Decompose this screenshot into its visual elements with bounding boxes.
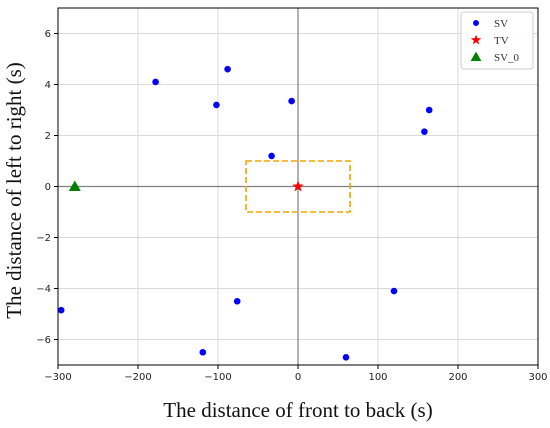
point-sv: [224, 65, 231, 73]
point-sv: [342, 354, 350, 361]
x-tick-label: 200: [448, 372, 467, 383]
point-sv-0: [68, 180, 81, 191]
point-sv: [57, 306, 65, 314]
point-sv: [233, 297, 241, 305]
y-tick-label: −4: [36, 284, 51, 295]
point-sv: [213, 101, 220, 109]
data-points: [57, 65, 433, 361]
y-axis-title: The distance of left to right (s): [2, 62, 26, 319]
point-sv: [425, 106, 433, 114]
axis-ticks: −300 −200 −100 0 100 200 300 −6 −4 −2 0 2 4 6: [36, 29, 547, 383]
y-tick-label: 6: [45, 29, 51, 40]
point-sv: [421, 128, 428, 135]
point-sv: [288, 97, 295, 105]
x-tick-label: −300: [44, 372, 71, 383]
legend-label: TV: [494, 35, 509, 47]
x-tick-label: 300: [528, 372, 547, 383]
y-tick-label: 4: [45, 80, 51, 91]
point-tv: [292, 180, 304, 192]
legend-marker-tv: [470, 34, 482, 45]
point-sv: [152, 78, 159, 86]
x-tick-label: 100: [368, 372, 387, 383]
x-tick-label: −200: [124, 372, 151, 383]
legend-label: SV: [494, 18, 508, 30]
legend: SV TV SV_0: [460, 11, 534, 70]
y-tick-label: −2: [36, 233, 51, 244]
point-sv: [268, 152, 275, 160]
x-tick-label: −100: [204, 372, 231, 383]
x-tick-label: 0: [295, 372, 301, 383]
point-sv: [199, 348, 207, 356]
annotations: [245, 160, 351, 213]
y-tick-label: 2: [45, 131, 51, 142]
dashed-region-box: [245, 160, 351, 213]
legend-box: [460, 11, 534, 70]
y-tick-label: 0: [45, 182, 51, 193]
legend-label: SV_0: [494, 52, 520, 64]
y-tick-label: −6: [36, 335, 51, 346]
legend-marker-sv-0: [470, 51, 482, 62]
point-sv: [390, 287, 398, 295]
x-axis-title: The distance of front to back (s): [163, 398, 432, 422]
legend-marker-sv: [473, 20, 479, 26]
